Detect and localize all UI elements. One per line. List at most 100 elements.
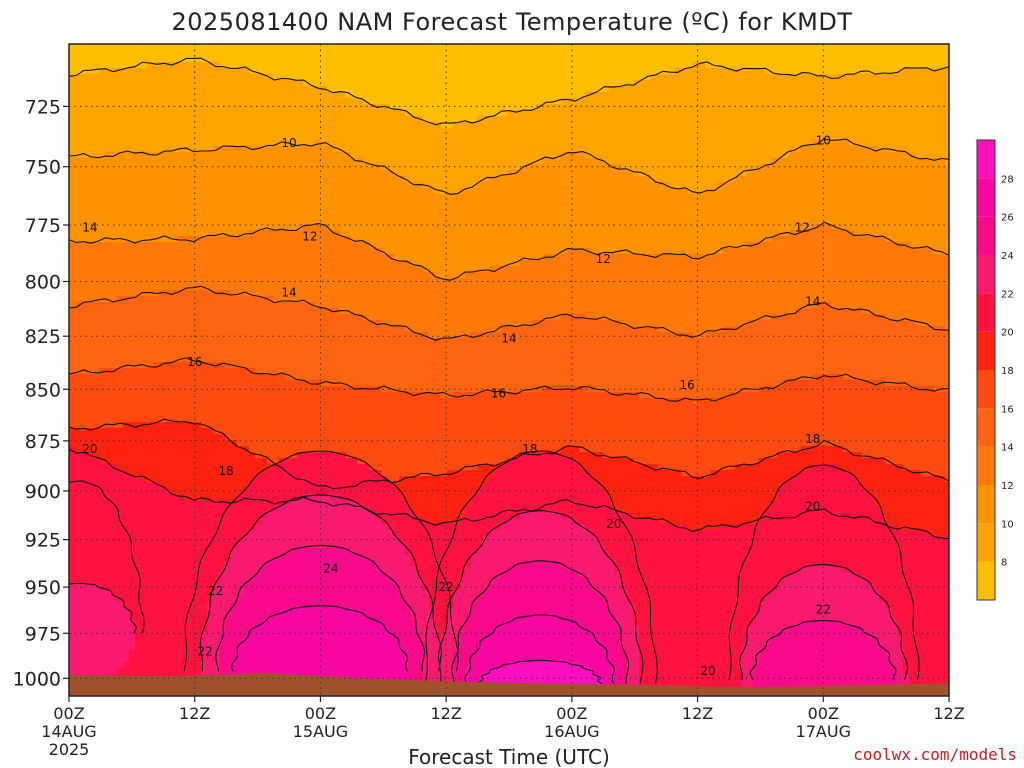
field-cell	[129, 542, 136, 549]
field-cell	[189, 470, 196, 477]
field-cell	[267, 506, 274, 513]
field-cell	[237, 92, 244, 99]
field-cell	[159, 344, 166, 351]
field-cell	[267, 260, 274, 267]
field-cell	[105, 266, 112, 273]
field-cell	[249, 644, 256, 651]
field-cell	[177, 170, 184, 177]
field-cell	[123, 668, 130, 675]
field-cell	[267, 590, 274, 597]
field-cell	[159, 374, 166, 381]
field-cell	[327, 584, 334, 591]
field-cell	[123, 314, 130, 321]
field-cell	[261, 68, 268, 75]
field-cell	[267, 476, 274, 483]
field-cell	[255, 80, 262, 87]
field-cell	[255, 458, 262, 465]
field-cell	[321, 146, 328, 153]
field-cell	[315, 578, 322, 585]
field-cell	[189, 350, 196, 357]
field-cell	[147, 98, 154, 105]
field-cell	[231, 110, 238, 117]
field-cell	[177, 266, 184, 273]
field-cell	[87, 50, 94, 57]
field-cell	[75, 206, 82, 213]
field-cell	[165, 542, 172, 549]
field-cell	[225, 164, 232, 171]
field-cell	[117, 200, 124, 207]
field-cell	[141, 320, 148, 327]
field-cell	[279, 410, 286, 417]
field-cell	[303, 110, 310, 117]
field-cell	[69, 332, 76, 339]
field-cell	[177, 464, 184, 471]
field-cell	[279, 128, 286, 135]
field-cell	[69, 542, 76, 549]
field-cell	[81, 284, 88, 291]
field-cell	[147, 356, 154, 363]
field-cell	[321, 608, 328, 615]
field-cell	[141, 368, 148, 375]
field-cell	[189, 488, 196, 495]
field-cell	[291, 590, 298, 597]
field-cell	[339, 470, 346, 477]
field-cell	[213, 626, 220, 633]
field-cell	[273, 152, 280, 159]
field-cell	[201, 608, 208, 615]
field-cell	[315, 308, 322, 315]
field-cell	[213, 86, 220, 93]
field-cell	[327, 344, 334, 351]
field-cell	[273, 218, 280, 225]
field-cell	[333, 212, 340, 219]
field-cell	[129, 302, 136, 309]
field-cell	[243, 56, 250, 63]
field-cell	[339, 212, 346, 219]
field-cell	[105, 578, 112, 585]
field-cell	[141, 488, 148, 495]
field-cell	[129, 206, 136, 213]
field-cell	[237, 668, 244, 675]
field-cell	[153, 188, 160, 195]
field-cell	[201, 470, 208, 477]
field-cell	[219, 470, 226, 477]
field-cell	[237, 446, 244, 453]
field-cell	[195, 452, 202, 459]
field-cell	[93, 626, 100, 633]
field-cell	[135, 296, 142, 303]
field-cell	[117, 602, 124, 609]
field-cell	[171, 530, 178, 537]
field-cell	[189, 578, 196, 585]
field-cell	[231, 104, 238, 111]
field-cell	[159, 452, 166, 459]
field-cell	[75, 614, 82, 621]
field-cell	[267, 206, 274, 213]
field-cell	[75, 656, 82, 663]
field-cell	[213, 188, 220, 195]
field-cell	[261, 158, 268, 165]
field-cell	[189, 110, 196, 117]
field-cell	[183, 410, 190, 417]
field-cell	[279, 380, 286, 387]
field-cell	[321, 632, 328, 639]
field-cell	[303, 152, 310, 159]
field-cell	[273, 560, 280, 567]
field-cell	[231, 554, 238, 561]
field-cell	[219, 308, 226, 315]
field-cell	[189, 668, 196, 675]
field-cell	[153, 146, 160, 153]
field-cell	[189, 506, 196, 513]
field-cell	[297, 464, 304, 471]
field-cell	[303, 632, 310, 639]
field-cell	[147, 302, 154, 309]
field-cell	[207, 500, 214, 507]
field-cell	[297, 374, 304, 381]
field-cell	[117, 488, 124, 495]
field-cell	[117, 86, 124, 93]
field-cell	[315, 446, 322, 453]
field-cell	[129, 428, 136, 435]
field-cell	[285, 350, 292, 357]
field-cell	[177, 656, 184, 663]
field-cell	[231, 392, 238, 399]
field-cell	[261, 248, 268, 255]
field-cell	[255, 368, 262, 375]
